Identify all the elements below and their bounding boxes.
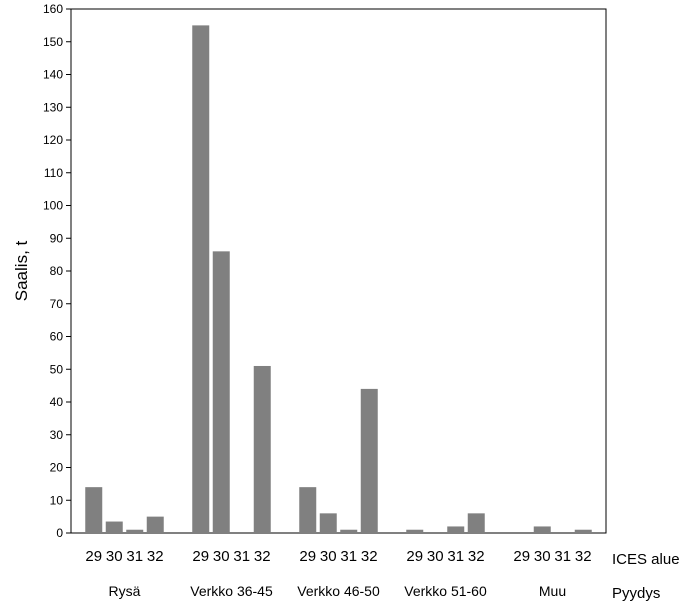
group-label-2: Verkko 46-50 bbox=[297, 583, 380, 599]
y-tick-label-50: 50 bbox=[50, 362, 64, 376]
ices-label-4-32: 32 bbox=[575, 548, 592, 565]
y-tick-label-30: 30 bbox=[50, 428, 64, 442]
bar-3-32 bbox=[467, 513, 485, 533]
bar-0-30 bbox=[105, 521, 123, 533]
y-tick-label-120: 120 bbox=[43, 133, 63, 147]
bar-2-32 bbox=[360, 388, 378, 533]
ices-label-3-31: 31 bbox=[447, 548, 464, 565]
group-label-0: Rysä bbox=[109, 583, 141, 599]
group-label-4: Muu bbox=[539, 583, 566, 599]
bar-2-31 bbox=[340, 529, 358, 533]
ices-label-0-30: 30 bbox=[106, 548, 123, 565]
y-tick-label-20: 20 bbox=[50, 461, 64, 475]
y-tick-label-110: 110 bbox=[44, 166, 63, 180]
bar-1-32 bbox=[253, 365, 271, 533]
y-axis-title: Saalis, t bbox=[12, 240, 31, 301]
ices-label-4-30: 30 bbox=[534, 548, 551, 565]
bar-2-29 bbox=[299, 487, 317, 533]
y-tick-label-130: 130 bbox=[43, 100, 63, 114]
group-label-1: Verkko 36-45 bbox=[190, 583, 273, 599]
y-tick-label-0: 0 bbox=[56, 526, 63, 540]
bar-3-29 bbox=[406, 529, 424, 533]
bar-1-30 bbox=[212, 251, 230, 533]
ices-label-0-29: 29 bbox=[85, 548, 102, 565]
bar-4-30 bbox=[533, 526, 551, 533]
ices-label-2-31: 31 bbox=[340, 548, 357, 565]
ices-label-3-29: 29 bbox=[406, 548, 423, 565]
ices-label-0-31: 31 bbox=[126, 548, 143, 565]
y-tick-label-160: 160 bbox=[43, 2, 63, 16]
pyydys-axis-title: Pyydys bbox=[612, 585, 660, 602]
ices-axis-title: ICES alue bbox=[612, 551, 680, 568]
ices-label-1-30: 30 bbox=[213, 548, 230, 565]
y-tick-label-40: 40 bbox=[50, 395, 64, 409]
y-tick-label-60: 60 bbox=[50, 330, 64, 344]
bar-0-32 bbox=[146, 516, 164, 533]
plot-area-frame bbox=[70, 8, 607, 534]
ices-label-4-31: 31 bbox=[554, 548, 571, 565]
ices-label-2-30: 30 bbox=[320, 548, 337, 565]
ices-label-3-32: 32 bbox=[468, 548, 485, 565]
bar-1-29 bbox=[192, 25, 210, 533]
y-tick-label-80: 80 bbox=[50, 264, 64, 278]
bar-2-30 bbox=[319, 513, 337, 533]
bar-0-29 bbox=[85, 487, 103, 533]
ices-label-1-29: 29 bbox=[192, 548, 209, 565]
y-axis: 0 10 20 30 40 50 60 70 80 90 100 110 120 130 140 150 160 bbox=[43, 2, 71, 540]
y-tick-label-10: 10 bbox=[50, 493, 64, 507]
bars bbox=[85, 25, 592, 533]
group-label-3: Verkko 51-60 bbox=[404, 583, 487, 599]
ices-label-1-32: 32 bbox=[254, 548, 271, 565]
y-tick-label-150: 150 bbox=[43, 35, 63, 49]
y-tick-label-140: 140 bbox=[43, 68, 63, 82]
y-tick-label-70: 70 bbox=[50, 297, 64, 311]
ices-label-2-32: 32 bbox=[361, 548, 378, 565]
ices-label-4-29: 29 bbox=[513, 548, 530, 565]
ices-label-0-32: 32 bbox=[147, 548, 164, 565]
y-tick-label-90: 90 bbox=[50, 231, 64, 245]
ices-label-1-31: 31 bbox=[233, 548, 250, 565]
bar-3-31 bbox=[447, 526, 465, 533]
y-tick-label-100: 100 bbox=[43, 199, 63, 213]
bar-0-31 bbox=[126, 529, 144, 533]
ices-label-2-29: 29 bbox=[299, 548, 316, 565]
ices-label-3-30: 30 bbox=[427, 548, 444, 565]
bar-4-32 bbox=[574, 529, 592, 533]
